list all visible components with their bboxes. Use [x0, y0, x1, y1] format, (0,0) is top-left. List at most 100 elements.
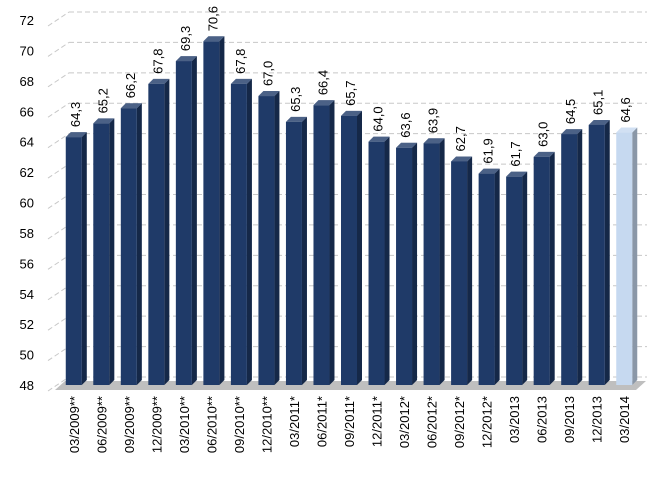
bar-top-shade: [533, 151, 555, 157]
bar-top: [451, 156, 473, 162]
bar-top: [175, 56, 197, 62]
bar: [175, 61, 192, 385]
bar-top-shade: [341, 110, 362, 116]
bar-group: [175, 56, 197, 385]
value-label: 63,6: [398, 112, 413, 137]
bar: [368, 141, 385, 385]
bar-group: [313, 100, 335, 386]
bar-side: [219, 36, 225, 386]
grid-line-side: [47, 42, 70, 57]
bar-side-shade: [164, 78, 170, 385]
bar-side: [467, 156, 473, 385]
y-tick-label: 50: [20, 348, 34, 363]
bar-top: [203, 36, 225, 42]
bar-side: [274, 91, 280, 386]
y-tick-label: 58: [20, 226, 34, 241]
bar-side-shade: [246, 78, 252, 385]
bar-side-shade: [136, 103, 142, 385]
bar-side-shade: [329, 100, 335, 386]
grid-line-side: [47, 163, 70, 179]
value-label: 63,9: [426, 108, 441, 133]
bar: [396, 147, 413, 385]
bar-group: [533, 151, 555, 385]
value-label: 70,6: [205, 6, 220, 31]
x-tick-label: 12/2013: [590, 396, 605, 443]
bar: [478, 173, 495, 385]
bar-side: [164, 78, 170, 385]
bar: [313, 105, 330, 386]
bar-top-shade: [368, 136, 390, 142]
bar-side-shade: [357, 110, 362, 385]
bar-group: [506, 171, 528, 385]
bar-side: [357, 110, 362, 385]
bar-group: [588, 119, 610, 385]
value-label: 67,8: [150, 49, 165, 74]
value-label: 62,7: [453, 126, 468, 151]
bar: [285, 121, 302, 385]
bar-top: [423, 138, 445, 144]
value-label: 61,9: [481, 138, 496, 163]
y-tick-label: 48: [20, 378, 34, 393]
x-tick-label: 03/2010**: [177, 396, 192, 453]
bar-group: [451, 156, 473, 385]
bar-top-shade: [93, 118, 115, 124]
bar: [120, 108, 137, 385]
bar-side: [384, 136, 390, 385]
bar-top-shade: [203, 36, 225, 42]
x-tick-label: 12/2011*: [370, 396, 385, 447]
x-tick-label: 06/2009**: [94, 396, 109, 453]
value-label: 61,7: [508, 141, 523, 166]
x-tick-label: 12/2012*: [480, 396, 495, 448]
x-tick-label: 06/2010**: [204, 396, 219, 453]
value-label: 64,3: [68, 102, 83, 127]
grid-line-side: [47, 11, 70, 27]
y-tick-label: 60: [20, 196, 34, 211]
x-tick-label: 06/2013: [535, 396, 550, 443]
bar-side-shade: [81, 132, 87, 385]
bar-top-shade: [616, 127, 638, 133]
bar: [203, 41, 220, 386]
bar-group: [561, 129, 583, 385]
bar: [65, 137, 82, 385]
bar-group: [368, 136, 390, 385]
bar-side-shade: [109, 118, 115, 386]
bar-group: [148, 78, 170, 385]
bar-side: [329, 100, 335, 386]
x-tick-label: 03/2009**: [67, 396, 82, 453]
value-label: 65,2: [95, 88, 110, 113]
bar-top-shade: [561, 129, 583, 135]
bar-side: [494, 168, 500, 385]
bar-top: [120, 103, 142, 109]
bar-top: [561, 129, 583, 135]
bar-group: [396, 142, 418, 385]
bar-side-shade: [274, 91, 280, 386]
bar-top: [285, 116, 307, 122]
bar-side-shade: [412, 142, 418, 385]
bar-top: [588, 119, 610, 125]
y-tick-label: 54: [20, 287, 34, 302]
bar-top-shade: [478, 168, 500, 174]
bar-group: [285, 116, 307, 385]
bar-side: [136, 103, 142, 385]
x-tick-label: 09/2013: [562, 396, 577, 443]
bar-top-shade: [175, 56, 197, 62]
y-tick-label: 66: [20, 104, 34, 119]
grid-line-side: [47, 376, 70, 392]
bar-side: [109, 118, 115, 386]
bar-top-shade: [285, 116, 307, 122]
bar-side-shade: [467, 156, 473, 385]
bar-group: [120, 103, 142, 385]
x-tick-label: 03/2012*: [397, 396, 412, 448]
bar: [533, 156, 550, 385]
value-label: 64,0: [371, 106, 386, 131]
floor: [55, 381, 646, 390]
x-tick-label: 09/2012*: [452, 396, 467, 448]
grid-line-side: [47, 285, 70, 301]
x-tick-label: 09/2010**: [232, 396, 247, 453]
bar-group: [478, 168, 500, 385]
bar: [561, 134, 578, 385]
grid-line-side: [47, 102, 70, 118]
bar-group: [93, 118, 115, 386]
y-tick-label: 62: [20, 165, 34, 180]
value-label: 64,5: [563, 99, 578, 124]
